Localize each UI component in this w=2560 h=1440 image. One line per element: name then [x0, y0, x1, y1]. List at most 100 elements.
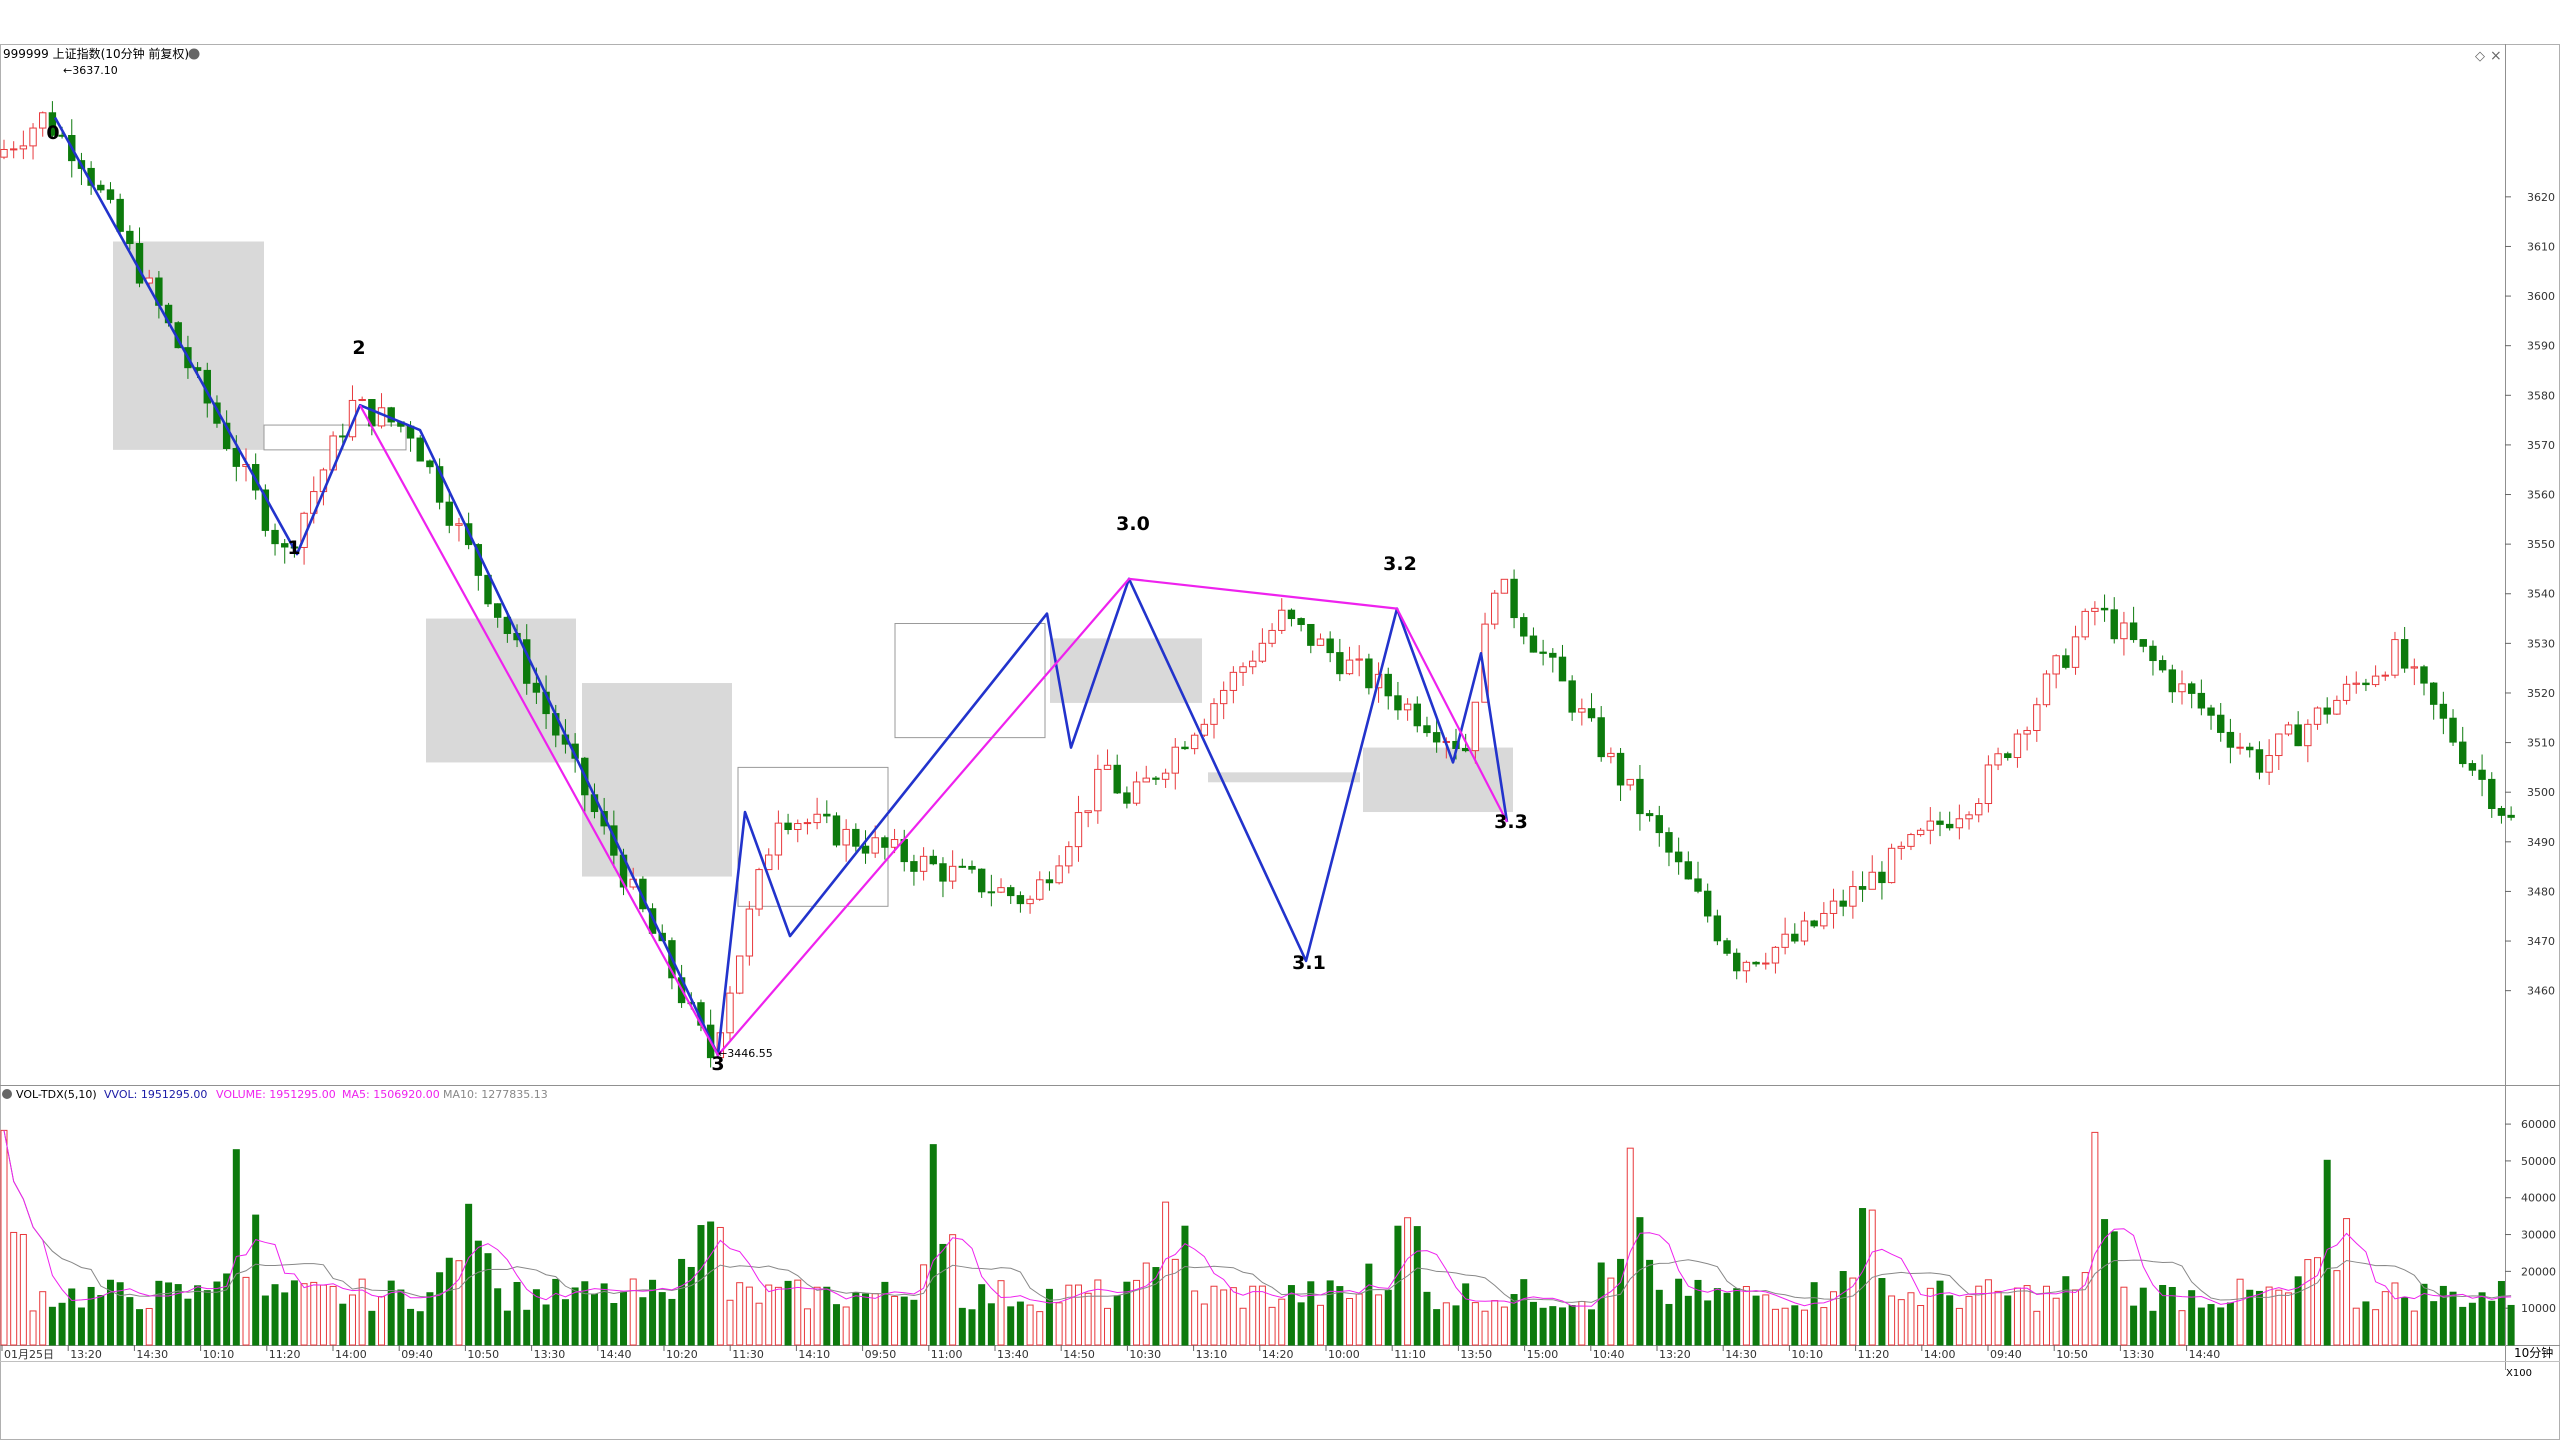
candle-body [1762, 962, 1770, 965]
candle-body [1674, 851, 1683, 863]
volume-bar [2410, 1310, 2418, 1346]
volume-bar [542, 1304, 550, 1346]
volume-bar [813, 1286, 821, 1346]
price-zone-box [1050, 638, 1202, 703]
volume-bar [1113, 1295, 1121, 1346]
volume-bar [1307, 1281, 1315, 1346]
candle-body [222, 422, 231, 449]
price-axis-label: 3470 [2527, 935, 2555, 948]
candle-body [1810, 920, 1818, 927]
candle-body [1500, 578, 1509, 594]
volume-bar [242, 1276, 250, 1346]
close-icon[interactable]: × [2490, 48, 2502, 64]
candle-body [2149, 645, 2157, 662]
candle-body [2468, 763, 2477, 771]
candle-body [1703, 890, 1712, 917]
volume-bar [1626, 1147, 1634, 1346]
candle-body [871, 837, 879, 854]
volume-bar [823, 1286, 831, 1346]
volume-bar [1781, 1307, 1789, 1346]
candle-body [2439, 703, 2448, 719]
candle-body [106, 189, 115, 200]
volume-bar [1045, 1288, 1053, 1346]
volume-bar [1346, 1297, 1354, 1346]
candle-body [852, 828, 860, 847]
volume-bar [581, 1281, 589, 1346]
candle-body [2100, 607, 2109, 611]
volume-unit-label: X100 [2506, 1368, 2532, 1379]
candle-body [1936, 820, 1944, 825]
volume-bar [2207, 1304, 2215, 1346]
volume-bar [1074, 1284, 1082, 1346]
candle-body [1268, 629, 1276, 644]
volume-bar [590, 1293, 598, 1346]
volume-menu-icon[interactable] [2, 1089, 12, 1099]
volume-bar [2062, 1276, 2070, 1346]
candle-body [2400, 639, 2409, 669]
candle-body [977, 868, 986, 893]
candle-body [1161, 772, 1170, 780]
candle-body [1384, 673, 1392, 697]
volume-bar [1878, 1278, 1886, 1346]
candle-body [2284, 724, 2293, 735]
volume-bar [0, 1129, 8, 1346]
volume-bar [1723, 1292, 1731, 1346]
candle-body [416, 437, 424, 462]
candle-body [1249, 660, 1257, 668]
candle-body [2052, 655, 2060, 675]
candle-body [1026, 898, 1034, 905]
candle-body [97, 184, 105, 191]
volume-bar [1965, 1295, 1973, 1346]
volume-bar [1229, 1287, 1237, 1346]
volume-bar [687, 1266, 695, 1346]
high-value-label: ←3637.10 [63, 64, 118, 77]
candle-body [339, 435, 347, 438]
volume-bar [900, 1296, 908, 1346]
volume-bar [1665, 1303, 1673, 1346]
candle-body [1713, 915, 1722, 942]
volume-bar [1442, 1302, 1450, 1346]
candle-body [1965, 814, 1973, 820]
candle-body [803, 822, 812, 825]
candle-body [1094, 768, 1102, 812]
candle-body [735, 955, 744, 994]
volume-bar [19, 1233, 27, 1346]
time-axis-label: 13:20 [70, 1348, 102, 1361]
candle-body [1307, 623, 1315, 646]
candle-body [1587, 708, 1596, 719]
volume-bar [155, 1280, 163, 1346]
volume-bar [1849, 1277, 1857, 1346]
volume-bar [1984, 1279, 1992, 1346]
volume-bar [2168, 1286, 2176, 1346]
time-axis-label: 14:30 [1725, 1348, 1757, 1361]
candle-body [2371, 675, 2380, 686]
volume-bar [2439, 1285, 2447, 1346]
title-menu-icon[interactable] [188, 48, 200, 60]
candle-body [2178, 683, 2186, 693]
candle-body [2081, 610, 2089, 638]
volume-bar [1520, 1279, 1528, 1346]
candle-body [1123, 792, 1131, 804]
time-axis-label: 10:40 [1593, 1348, 1625, 1361]
candle-body [1597, 717, 1605, 758]
candle-body [1171, 746, 1179, 774]
volume-bar [1258, 1285, 1266, 1346]
volume-bar [1355, 1293, 1363, 1346]
candle-body [1413, 703, 1421, 727]
time-axis-label: 13:10 [1196, 1348, 1228, 1361]
volume-bar [1839, 1271, 1847, 1346]
volume-bar [494, 1288, 502, 1346]
volume-bar [571, 1287, 579, 1346]
volume-bar [1055, 1302, 1063, 1346]
chart-title: 999999 上证指数(10分钟 前复权) [3, 46, 189, 61]
settings-icon[interactable]: ◇ [2475, 49, 2485, 64]
volume-bar [2042, 1285, 2050, 1346]
candle-body [2313, 707, 2322, 725]
volume-bar [2052, 1297, 2060, 1346]
candle-body [774, 822, 783, 856]
candle-body [445, 501, 453, 526]
candle-body [2226, 731, 2235, 748]
candle-body [1510, 578, 1518, 619]
volume-bar [2352, 1307, 2360, 1346]
candle-body [745, 908, 754, 957]
